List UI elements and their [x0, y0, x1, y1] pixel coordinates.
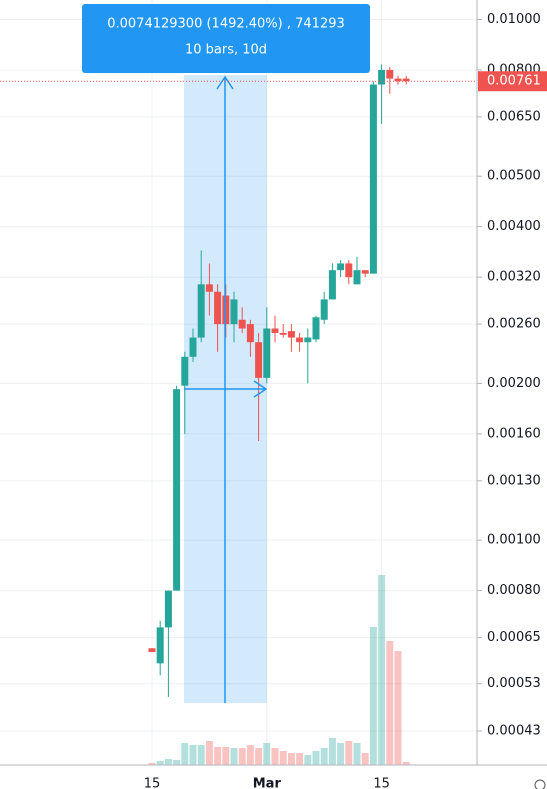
volume-bar [255, 748, 263, 765]
candle-body [337, 263, 345, 271]
candle-body [189, 337, 197, 357]
candle-body [312, 317, 320, 340]
y-tick-label: 0.00080 [487, 583, 541, 598]
volume-bar [148, 763, 156, 765]
candle-body [320, 299, 328, 320]
x-tick-label: 15 [144, 777, 161, 789]
volume-bar [386, 641, 394, 765]
candle-body [296, 337, 304, 343]
volume-bar [328, 738, 336, 765]
volume-bar [353, 743, 361, 765]
volume-bar [287, 753, 295, 765]
candle-body [353, 270, 361, 285]
candle-body [402, 78, 410, 82]
candle-body [205, 284, 213, 292]
y-tick-label: 0.00400 [487, 219, 541, 234]
candle-body [386, 69, 394, 79]
volume-bar [246, 745, 254, 765]
volume-bar [230, 748, 238, 765]
candle-body [197, 284, 205, 338]
volume-bar [197, 745, 205, 765]
volume-bar [238, 748, 246, 765]
candle-body [345, 263, 353, 278]
volume-bar [345, 741, 353, 765]
candle-body [238, 319, 246, 329]
candle-body [148, 648, 156, 652]
volume-bar [337, 743, 345, 765]
candle-body [222, 295, 230, 325]
candle-body [394, 78, 402, 82]
candle-body [287, 331, 295, 338]
y-tick-label: 0.01000 [487, 12, 541, 27]
measure-text: 0.0074129300 (1492.40%) , 741293 [107, 17, 345, 32]
measure-tooltip [82, 4, 370, 73]
settings-icon[interactable] [534, 779, 546, 789]
candle-body [263, 328, 271, 378]
candle-body [271, 328, 279, 333]
volume-pane [148, 575, 410, 765]
volume-bar [369, 627, 377, 765]
candle-body [246, 324, 254, 343]
candle-body [230, 299, 238, 325]
y-tick-label: 0.00043 [487, 724, 541, 739]
volume-bar [320, 748, 328, 765]
candle-body [173, 389, 181, 591]
y-tick-label: 0.00260 [487, 317, 541, 332]
candle-body [369, 84, 377, 274]
candles [148, 64, 410, 697]
volume-bar [205, 741, 213, 765]
measure-arrows [184, 75, 268, 703]
x-tick-label: Mar [253, 777, 282, 789]
volume-bar [263, 743, 271, 765]
last-price-label: 0.00761 [487, 74, 541, 89]
candle-body [279, 332, 287, 335]
volume-bar [222, 747, 230, 765]
y-tick-label: 0.00320 [487, 270, 541, 285]
volume-bar [271, 748, 279, 765]
volume-bar [296, 753, 304, 765]
volume-bar [361, 753, 369, 765]
axes: 0.010000.008000.006500.005000.004000.003… [0, 12, 547, 789]
measure-text: 10 bars, 10d [185, 43, 267, 58]
volume-bar [402, 762, 410, 765]
candle-body [181, 356, 189, 386]
candle-body [378, 69, 386, 85]
volume-bar [173, 760, 181, 765]
volume-bar [312, 751, 320, 765]
volume-bar [189, 745, 197, 765]
candle-body [156, 627, 164, 664]
volume-bar [394, 651, 402, 765]
candle-body [361, 270, 369, 274]
candle-body [304, 337, 312, 343]
volume-bar [378, 575, 386, 765]
last-price-box [478, 71, 547, 92]
y-tick-label: 0.00650 [487, 109, 541, 124]
volume-bar [156, 761, 164, 765]
y-tick-label: 0.00100 [487, 533, 541, 548]
volume-bar [214, 747, 222, 765]
candle-body [255, 342, 263, 378]
candle-body [214, 291, 222, 325]
y-tick-label: 0.00130 [487, 473, 541, 488]
candle-body [328, 270, 336, 300]
candle-body [164, 590, 172, 628]
y-tick-label: 0.00200 [487, 376, 541, 391]
y-tick-label: 0.00053 [487, 676, 541, 691]
volume-bar [304, 755, 312, 765]
volume-bar [164, 759, 172, 765]
volume-bar [181, 743, 189, 765]
y-tick-label: 0.00065 [487, 630, 541, 645]
y-tick-label: 0.00160 [487, 426, 541, 441]
y-tick-label: 0.00500 [487, 169, 541, 184]
x-tick-label: 15 [373, 777, 390, 789]
volume-bar [279, 751, 287, 765]
